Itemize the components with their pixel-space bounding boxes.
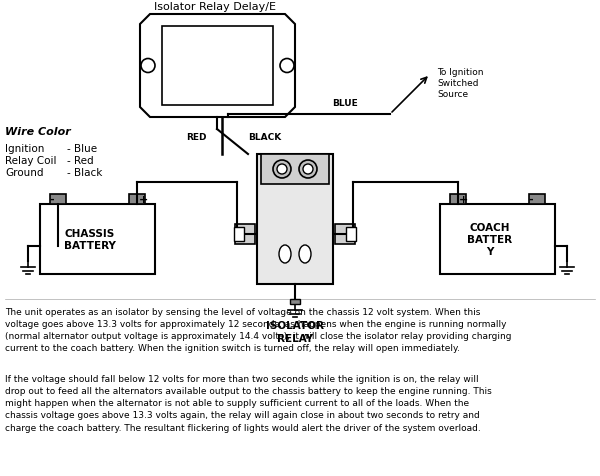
- Text: -: -: [50, 195, 55, 205]
- Bar: [50, 195, 66, 205]
- Text: BLACK: BLACK: [248, 133, 281, 142]
- Bar: [335, 225, 355, 245]
- Text: BLUE: BLUE: [332, 99, 358, 108]
- Text: RED: RED: [186, 133, 206, 142]
- Bar: [235, 225, 255, 245]
- Circle shape: [280, 60, 294, 73]
- Circle shape: [273, 161, 291, 178]
- Bar: [290, 299, 300, 304]
- Text: +: +: [460, 195, 469, 205]
- Text: CHASSIS
BATTERY: CHASSIS BATTERY: [64, 228, 116, 251]
- Circle shape: [277, 165, 287, 175]
- Text: Relay Coil: Relay Coil: [5, 156, 56, 166]
- Bar: [450, 195, 466, 205]
- Bar: [129, 195, 145, 205]
- Text: The unit operates as an isolator by sensing the level of voltage on the chassis : The unit operates as an isolator by sens…: [5, 307, 511, 353]
- Text: - Blue: - Blue: [67, 144, 97, 154]
- Text: -: -: [529, 195, 533, 205]
- Bar: [529, 195, 545, 205]
- Circle shape: [141, 60, 155, 73]
- Bar: [234, 228, 244, 241]
- Text: To Ignition
Switched
Source: To Ignition Switched Source: [437, 68, 484, 99]
- Text: Isolator Relay Delay/E: Isolator Relay Delay/E: [154, 2, 276, 12]
- Text: - Black: - Black: [67, 168, 103, 178]
- Text: COACH
BATTER
Y: COACH BATTER Y: [467, 222, 512, 257]
- Bar: [162, 27, 273, 106]
- Ellipse shape: [279, 246, 291, 263]
- Text: +: +: [139, 195, 148, 205]
- Text: - Red: - Red: [67, 156, 94, 166]
- Text: ISOLATOR
RELAY: ISOLATOR RELAY: [266, 320, 324, 344]
- Ellipse shape: [299, 246, 311, 263]
- Bar: [257, 155, 333, 284]
- Text: Ignition: Ignition: [5, 144, 44, 154]
- Polygon shape: [140, 15, 295, 118]
- Bar: [440, 205, 555, 275]
- Text: Ground: Ground: [5, 168, 44, 178]
- Text: If the voltage should fall below 12 volts for more than two seconds while the ig: If the voltage should fall below 12 volt…: [5, 374, 492, 432]
- Circle shape: [303, 165, 313, 175]
- Bar: [261, 155, 329, 185]
- Text: Wire Color: Wire Color: [5, 127, 71, 137]
- Circle shape: [299, 161, 317, 178]
- Bar: [346, 228, 356, 241]
- Bar: [40, 205, 155, 275]
